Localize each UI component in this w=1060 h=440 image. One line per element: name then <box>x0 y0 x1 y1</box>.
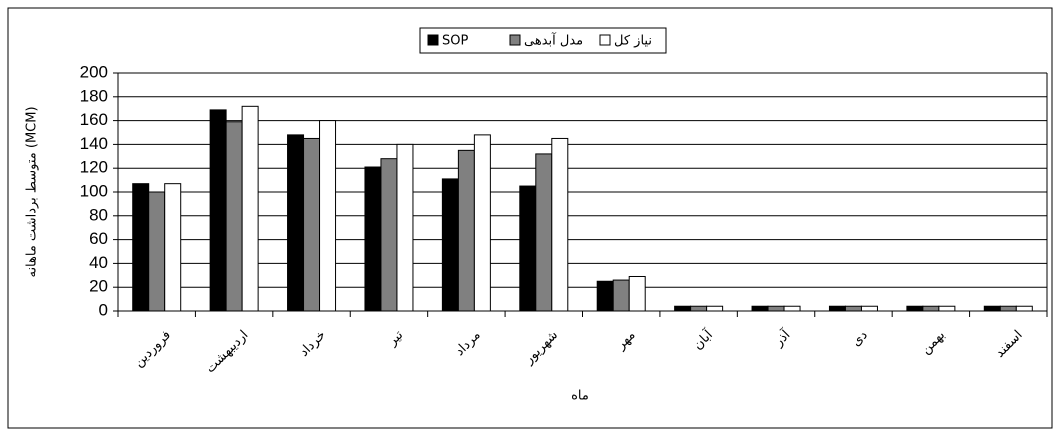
bar <box>906 305 924 312</box>
legend-swatch <box>427 34 439 46</box>
bar <box>828 305 846 312</box>
bar <box>287 134 305 312</box>
y-tick-label: 0 <box>99 300 108 319</box>
bar <box>999 305 1017 312</box>
legend-swatch <box>509 34 521 46</box>
y-tick-label: 180 <box>80 86 108 105</box>
legend-box <box>419 27 667 54</box>
y-tick-label: 60 <box>89 229 108 248</box>
y-axis-title: متوسط برداشت ماهانه (MCM) <box>25 106 40 277</box>
bar <box>303 137 321 312</box>
bar <box>612 279 630 312</box>
bar <box>164 183 182 312</box>
bar <box>751 305 769 312</box>
bar <box>319 120 337 312</box>
y-tick-label: 80 <box>89 205 108 224</box>
bar <box>1015 305 1033 312</box>
bar <box>241 105 259 312</box>
bar <box>860 305 878 312</box>
bar <box>457 149 475 312</box>
bar <box>983 305 1001 312</box>
y-tick-label: 20 <box>89 277 108 296</box>
bar <box>938 305 956 312</box>
bar <box>396 143 414 312</box>
bar <box>767 305 785 312</box>
bar <box>783 305 801 312</box>
legend-label: SOP <box>442 34 468 49</box>
bar <box>148 191 166 312</box>
y-tick-label: 100 <box>80 181 108 200</box>
bar <box>690 305 708 312</box>
legend-label: نیاز کل <box>614 34 652 49</box>
bar <box>844 305 862 312</box>
bar <box>535 153 553 312</box>
bar <box>922 305 940 312</box>
bar <box>209 109 227 312</box>
y-tick-label: 120 <box>80 158 108 177</box>
bar <box>380 158 398 312</box>
y-tick-label: 200 <box>80 62 108 81</box>
x-axis-title: ماه <box>571 389 589 404</box>
legend-label: مدل آبدهی <box>524 32 583 49</box>
bar <box>225 121 243 312</box>
bar <box>473 134 491 312</box>
y-tick-label: 140 <box>80 134 108 153</box>
bar <box>364 166 382 312</box>
legend-swatch <box>599 34 611 46</box>
y-tick-label: 160 <box>80 110 108 129</box>
bar <box>674 305 692 312</box>
bar <box>132 183 150 312</box>
bar <box>551 137 569 312</box>
bar <box>596 280 614 312</box>
bar <box>441 178 459 312</box>
bar <box>519 185 537 312</box>
y-tick-label: 40 <box>89 253 108 272</box>
bar <box>628 275 646 312</box>
bar <box>706 305 724 312</box>
